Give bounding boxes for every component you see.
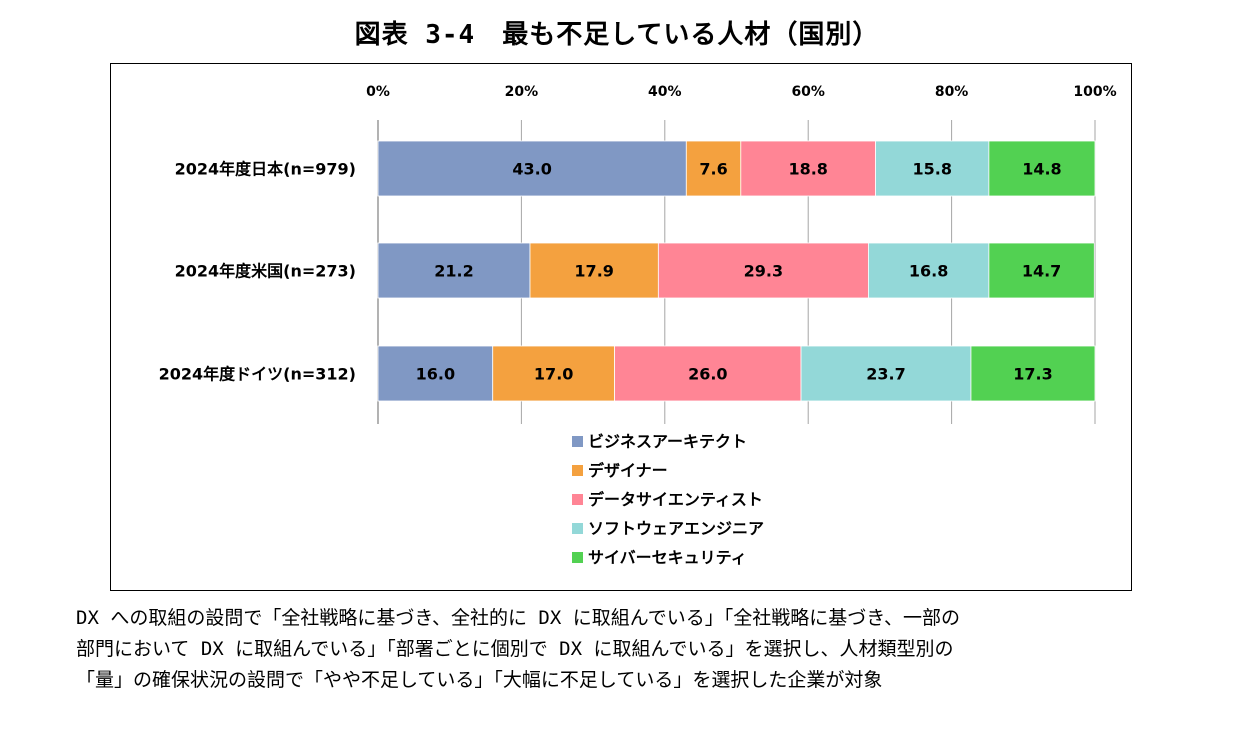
data-label: 17.9 <box>574 262 613 281</box>
data-label: 16.0 <box>416 365 455 384</box>
x-tick-label: 40% <box>648 84 682 100</box>
bar-segment <box>377 345 494 402</box>
legend-label: サイバーセキュリティ <box>588 548 747 567</box>
data-label: 21.2 <box>434 262 473 281</box>
legend-label: デザイナー <box>588 461 668 480</box>
bar-segment <box>377 140 687 197</box>
data-label: 16.8 <box>909 262 948 281</box>
category-label: 2024年度日本(n=979) <box>175 160 356 179</box>
x-tick-label: 20% <box>505 84 539 100</box>
data-label: 14.7 <box>1022 262 1061 281</box>
footnote-line-2: 部門において DX に取組んでいる」「部署ごとに個別で DX に取組んでいる」を… <box>76 638 954 660</box>
legend-swatch <box>572 465 583 476</box>
legend-swatch <box>572 494 583 505</box>
data-label: 23.7 <box>866 365 905 384</box>
category-label: 2024年度米国(n=273) <box>175 262 356 281</box>
x-tick-label: 100% <box>1073 84 1116 100</box>
legend-label: ビジネスアーキテクト <box>588 432 747 451</box>
data-label: 18.8 <box>788 160 827 179</box>
bar-segment <box>492 345 616 402</box>
bar-segment <box>529 242 659 299</box>
footnote-line-3: 「量」の確保状況の設問で「やや不足している」「大幅に不足している」を選択した企業… <box>76 669 883 691</box>
bar-segment <box>685 140 742 197</box>
bar-segment <box>800 345 972 402</box>
x-tick-label: 80% <box>935 84 969 100</box>
x-tick-label: 60% <box>791 84 825 100</box>
bar-segment <box>988 140 1096 197</box>
data-label: 17.3 <box>1013 365 1052 384</box>
legend-label: ソフトウェアエンジニア <box>588 519 764 538</box>
chart-title: 図表 3-4 最も不足している人材（国別） <box>354 20 880 50</box>
bar-segment <box>614 345 802 402</box>
bar-segment <box>740 140 876 197</box>
chart-frame <box>110 63 1132 591</box>
data-label: 43.0 <box>512 160 551 179</box>
legend-label: データサイエンティスト <box>588 490 763 509</box>
data-label: 26.0 <box>688 365 727 384</box>
data-label: 15.8 <box>912 160 951 179</box>
x-tick-label: 0% <box>366 84 390 100</box>
legend-swatch <box>572 436 583 447</box>
data-label: 7.6 <box>699 160 727 179</box>
bar-segment <box>970 345 1096 402</box>
footnote-line-1: DX への取組の設問で「全社戦略に基づき、全社的に DX に取組んでいる」「全社… <box>76 607 960 629</box>
bar-segment <box>875 140 990 197</box>
category-label: 2024年度ドイツ(n=312) <box>159 365 356 384</box>
footnote: DX への取組の設問で「全社戦略に基づき、全社的に DX に取組んでいる」「全社… <box>76 603 1186 696</box>
data-label: 14.8 <box>1022 160 1061 179</box>
bar-segment <box>868 242 990 299</box>
legend-swatch <box>572 552 583 563</box>
bar-segment <box>377 242 531 299</box>
bar-segment <box>988 242 1095 299</box>
data-label: 29.3 <box>744 262 783 281</box>
data-label: 17.0 <box>534 365 573 384</box>
legend-swatch <box>572 523 583 534</box>
